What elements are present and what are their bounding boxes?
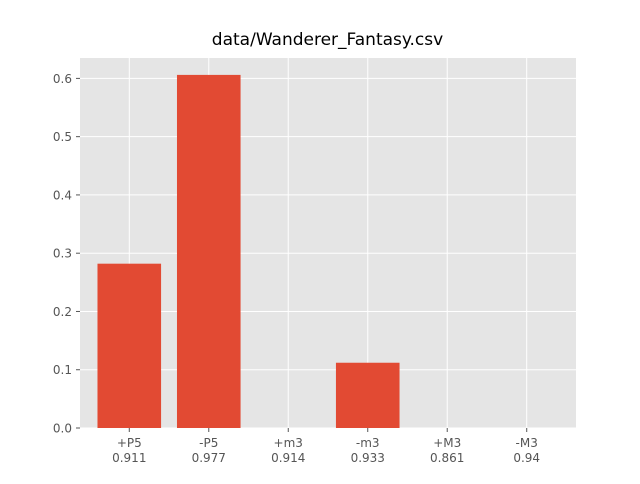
- x-tick-label-line: 0.977: [192, 451, 226, 465]
- x-tick-label-line: 0.911: [112, 451, 146, 465]
- x-tick-label-line: -M3: [516, 436, 538, 450]
- x-tick-label-line: -m3: [356, 436, 380, 450]
- bar: [335, 362, 400, 428]
- x-tick-label-line: 0.914: [271, 451, 305, 465]
- x-tick-label-line: -P5: [199, 436, 218, 450]
- x-tick-label-line: +P5: [117, 436, 142, 450]
- x-tick-label: -P5 0.977: [192, 436, 226, 465]
- bar: [97, 263, 162, 428]
- bar: [176, 74, 241, 428]
- y-tick-label: 0.4: [53, 188, 72, 202]
- x-tick-label: +P5 0.911: [112, 436, 146, 465]
- y-tick-label: 0.2: [53, 305, 72, 319]
- x-axis-ticks: +P5 0.911 -P5 0.977 +m3 0.914 -m3 0.933 +M3 0.861…: [112, 428, 540, 465]
- x-tick-label-line: +m3: [274, 436, 303, 450]
- x-tick-label-line: +M3: [433, 436, 461, 450]
- plot-area: [80, 58, 576, 428]
- x-tick-label-line: 0.933: [351, 451, 385, 465]
- x-tick-label: +m3 0.914: [271, 436, 305, 465]
- x-tick-label: -m3 0.933: [351, 436, 385, 465]
- y-tick-label: 0.0: [53, 422, 72, 436]
- y-tick-label: 0.5: [53, 130, 72, 144]
- y-tick-label: 0.6: [53, 72, 72, 86]
- x-tick-label: -M3 0.94: [513, 436, 540, 465]
- y-tick-label: 0.1: [53, 363, 72, 377]
- chart-title: data/Wanderer_Fantasy.csv: [211, 30, 444, 50]
- bars: [97, 74, 400, 428]
- y-axis-ticks: 0.0 0.1 0.2 0.3 0.4 0.5 0.6: [53, 72, 80, 436]
- x-tick-label: +M3 0.861: [430, 436, 464, 465]
- x-tick-label-line: 0.94: [513, 451, 540, 465]
- y-tick-label: 0.3: [53, 247, 72, 261]
- x-tick-label-line: 0.861: [430, 451, 464, 465]
